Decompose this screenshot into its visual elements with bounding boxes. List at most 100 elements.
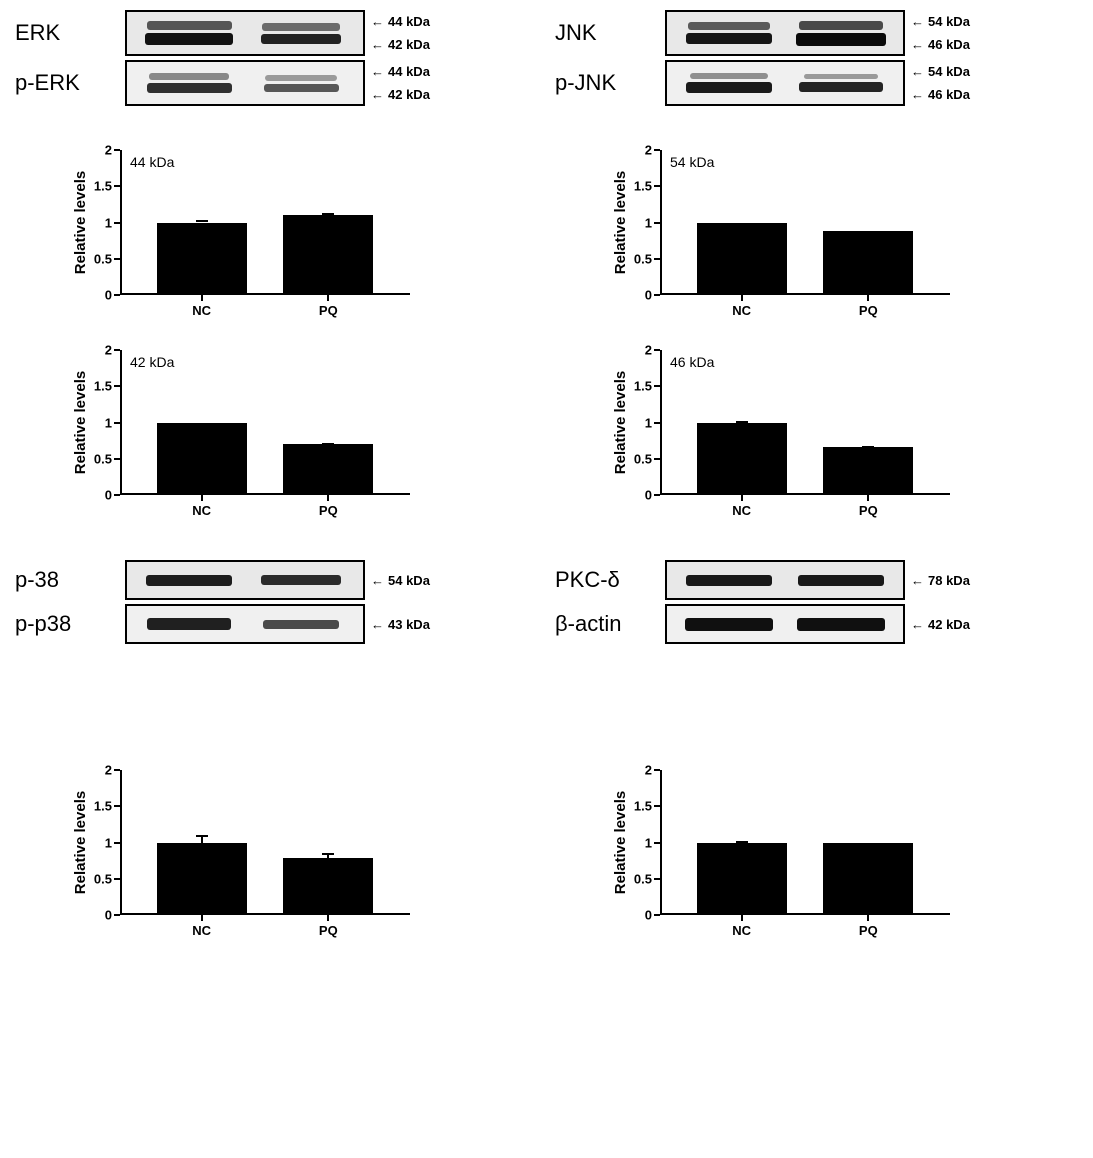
chart-ytick-label: 0.5 <box>622 871 652 886</box>
jnk-blot-box <box>665 10 905 56</box>
chart-ytick-mark <box>654 385 660 387</box>
arrow-left-icon: ← <box>371 87 384 102</box>
perk-lane-pq <box>245 75 357 92</box>
band <box>686 33 772 44</box>
pjnk-lane-nc <box>673 73 785 93</box>
kda-text: 43 kDa <box>388 617 430 632</box>
chart-ytick-mark <box>654 769 660 771</box>
jnk-label: JNK <box>555 20 665 46</box>
chart-xtick-label: NC <box>732 303 751 318</box>
kda-text: 42 kDa <box>388 87 430 102</box>
p38-chart: Relative levels00.511.52NCPQ <box>60 760 440 950</box>
perk-blot-box <box>125 60 365 106</box>
arrow-left-icon: ← <box>371 14 384 29</box>
band <box>799 21 883 30</box>
chart-ytick-mark <box>114 458 120 460</box>
chart-ytick-label: 1.5 <box>82 179 112 194</box>
chart-ytick-mark <box>654 294 660 296</box>
kda-row: ←54 kDa <box>911 64 970 79</box>
chart-xtick-mark <box>327 295 329 301</box>
pjnk-lane-pq <box>785 74 897 92</box>
pjnk-label: p-JNK <box>555 70 665 96</box>
erk-blot-box <box>125 10 365 56</box>
chart-ytick-mark <box>114 258 120 260</box>
erk-kda-labels: ←44 kDa ←42 kDa <box>365 10 430 56</box>
chart-bar <box>157 423 247 496</box>
actin-lane-nc <box>673 618 785 631</box>
chart-ytick-mark <box>654 458 660 460</box>
chart-ytick-mark <box>654 494 660 496</box>
kda-row: ←46 kDa <box>911 37 970 52</box>
chart-ytick-label: 0 <box>82 488 112 503</box>
band <box>261 575 341 585</box>
kda-row: ←46 kDa <box>911 87 970 102</box>
chart-ytick-mark <box>654 914 660 916</box>
chart-ytick-label: 0 <box>622 908 652 923</box>
chart-ytick-mark <box>114 349 120 351</box>
chart-ytick-mark <box>114 914 120 916</box>
chart-xtick-label: PQ <box>319 503 338 518</box>
chart-xtick-mark <box>867 495 869 501</box>
band <box>261 34 341 44</box>
band <box>147 21 232 30</box>
chart-errorcap <box>196 835 208 837</box>
jnk-chart-54kda: Relative levels00.511.52NCPQ54 kDa <box>600 140 980 330</box>
chart-ytick-mark <box>114 222 120 224</box>
band <box>796 33 886 46</box>
pkc-label: PKC-δ <box>555 567 665 593</box>
kda-row: ← 42 kDa <box>371 87 430 102</box>
perk-blot-row: p-ERK ←44 kDa ←42 kDa <box>15 60 430 106</box>
band <box>690 73 768 79</box>
p38-label: p-38 <box>15 567 125 593</box>
chart-ytick-mark <box>654 842 660 844</box>
chart-xtick-label: PQ <box>859 923 878 938</box>
perk-lane-nc <box>133 73 245 93</box>
chart-ytick-label: 2 <box>622 343 652 358</box>
chart-xtick-label: PQ <box>859 503 878 518</box>
chart-xtick-mark <box>741 495 743 501</box>
pkc-blot-row: PKC-δ ←78 kDa <box>555 560 970 600</box>
chart-ytick-label: 1.5 <box>82 379 112 394</box>
chart-ytick-label: 1.5 <box>622 179 652 194</box>
actin-lane-pq <box>785 618 897 631</box>
jnk-blot-row: JNK ←54 kDa ←46 kDa <box>555 10 970 56</box>
chart-xtick-mark <box>867 915 869 921</box>
chart-bar <box>283 215 373 295</box>
pp38-blot-box <box>125 604 365 644</box>
chart-ytick-label: 1 <box>82 835 112 850</box>
chart-ytick-mark <box>114 149 120 151</box>
actin-kda-labels: ←42 kDa <box>905 604 970 644</box>
chart-errorcap <box>736 841 748 843</box>
chart-ytick-label: 1 <box>622 215 652 230</box>
chart-xtick-label: PQ <box>859 303 878 318</box>
pjnk-kda-labels: ←54 kDa ←46 kDa <box>905 60 970 106</box>
kda-row: ←42 kDa <box>911 617 970 632</box>
pkc-chart: Relative levels00.511.52NCPQ <box>600 760 980 950</box>
arrow-left-icon: ← <box>911 14 924 29</box>
pkc-kda-labels: ←78 kDa <box>905 560 970 600</box>
arrow-left-icon: ← <box>911 617 924 632</box>
chart-xtick-label: NC <box>732 923 751 938</box>
p38-blot-row: p-38 ←54 kDa <box>15 560 430 600</box>
chart-errorcap <box>736 421 748 423</box>
band <box>263 620 339 629</box>
erk-lane-nc <box>133 21 245 45</box>
band <box>799 82 883 92</box>
actin-label: β-actin <box>555 611 665 637</box>
perk-label: p-ERK <box>15 70 125 96</box>
p38-blot-box <box>125 560 365 600</box>
jnk-lane-nc <box>673 22 785 44</box>
chart-ytick-mark <box>654 185 660 187</box>
band <box>265 75 337 81</box>
chart-xtick-label: NC <box>192 923 211 938</box>
pkc-blot-box <box>665 560 905 600</box>
band <box>686 575 772 586</box>
arrow-left-icon: ← <box>911 573 924 588</box>
chart-errorcap <box>862 446 874 448</box>
chart-ytick-label: 0.5 <box>82 871 112 886</box>
chart-ytick-label: 1.5 <box>622 379 652 394</box>
kda-text: 42 kDa <box>388 37 430 52</box>
chart-bar <box>823 447 913 495</box>
band <box>149 73 229 80</box>
chart-ytick-mark <box>114 294 120 296</box>
